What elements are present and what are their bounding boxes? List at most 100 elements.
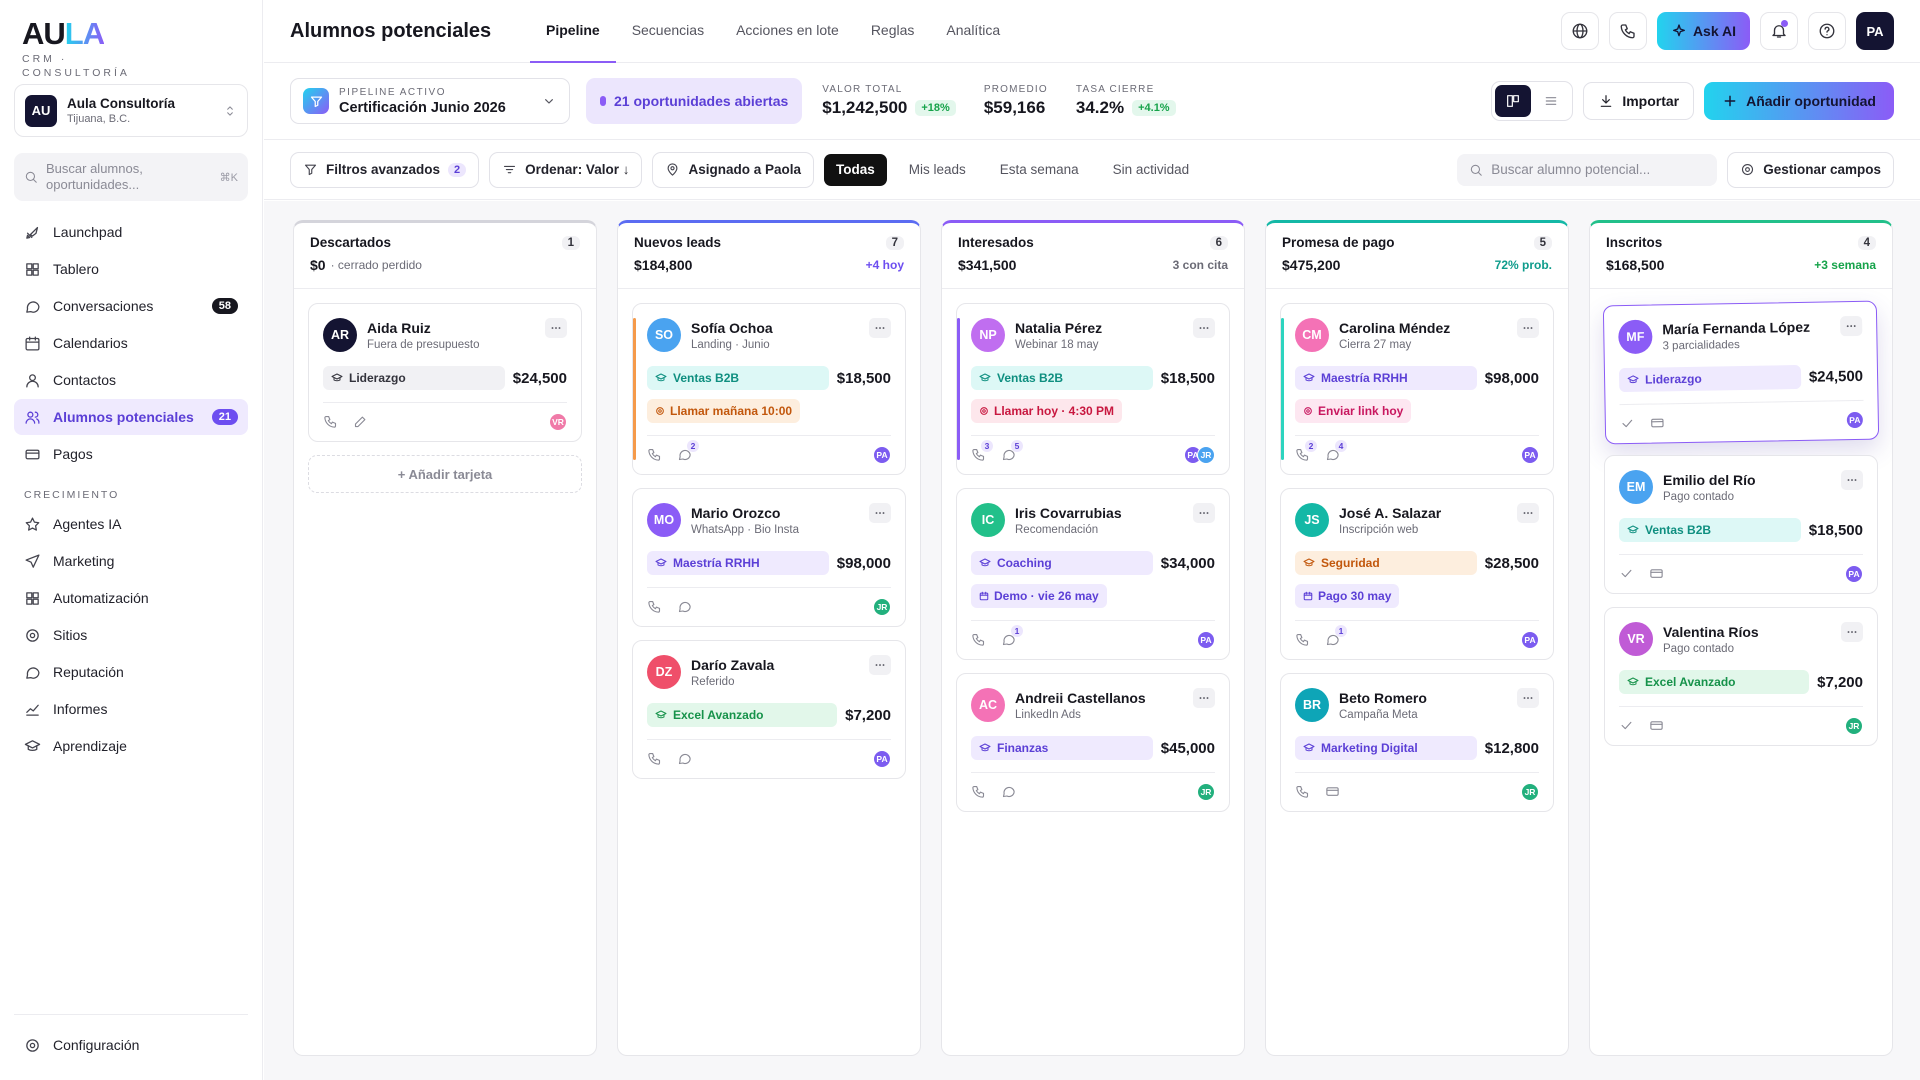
icon-button[interactable]	[1560, 12, 1599, 50]
footer-action[interactable]	[971, 632, 987, 648]
lead-card[interactable]: SO Sofía Ochoa Landing · Junio Ventas B2B $1…	[632, 303, 906, 475]
nav-item[interactable]: Launchpad	[14, 214, 248, 250]
nav-item[interactable]: Configuración	[14, 1027, 248, 1063]
footer-action[interactable]	[1295, 784, 1311, 800]
card-menu[interactable]	[1193, 318, 1215, 338]
lead-card[interactable]: MF María Fernanda López 3 parcialidades Lid…	[1602, 300, 1880, 445]
lead-card[interactable]: AC Andreii Castellanos LinkedIn Ads Finanza…	[956, 673, 1230, 812]
nav-item[interactable]: Reputación	[14, 654, 248, 690]
lead-card[interactable]: AR Aida Ruiz Fuera de presupuesto Liderazgo…	[308, 303, 582, 442]
nav-item[interactable]: Tablero	[14, 251, 248, 287]
footer-action[interactable]	[1619, 566, 1635, 582]
footer-action[interactable]	[971, 784, 987, 800]
lead-card[interactable]: NP Natalia Pérez Webinar 18 may Ventas B2B $…	[956, 303, 1230, 475]
manage-fields[interactable]: Gestionar campos	[1727, 151, 1894, 188]
tab[interactable]: Analítica	[946, 22, 1001, 38]
icon-button[interactable]	[1608, 12, 1647, 50]
footer-action[interactable]	[677, 751, 693, 767]
ask-ai-button[interactable]: Ask AI	[1656, 12, 1750, 50]
card-menu[interactable]	[1840, 315, 1863, 337]
advanced-filters[interactable]: Filtros avanzados 2	[290, 151, 480, 188]
lead-card[interactable]: VR Valentina Ríos Pago contado Excel Avanza…	[1604, 607, 1878, 746]
card-menu[interactable]	[1841, 470, 1863, 490]
footer-action[interactable]	[677, 599, 693, 615]
assigned-filter[interactable]: Asignado a Paola	[652, 151, 814, 188]
card-menu[interactable]	[869, 655, 891, 675]
nav-item[interactable]: Marketing	[14, 543, 248, 579]
import-button[interactable]: Importar	[1583, 82, 1695, 120]
card-menu[interactable]	[1193, 503, 1215, 523]
footer-action[interactable]	[1650, 415, 1666, 431]
icon-shape	[1303, 743, 1315, 750]
pipeline-selector[interactable]: PIPELINE ACTIVO Certificación Junio 2026	[290, 78, 570, 124]
lead-name: Aida Ruiz	[367, 319, 431, 336]
lead-card[interactable]: EM Emilio del Río Pago contado Ventas B2B $1…	[1604, 455, 1878, 594]
view-list[interactable]	[1533, 85, 1569, 117]
quick-filter[interactable]: Esta semana	[999, 162, 1079, 177]
card-menu[interactable]	[1193, 688, 1215, 708]
card-menu[interactable]	[869, 318, 891, 338]
icon-button[interactable]	[1808, 12, 1846, 50]
tab[interactable]: Secuencias	[631, 22, 705, 38]
icon-button[interactable]	[1760, 12, 1798, 50]
sort-button[interactable]: Ordenar: Valor ↓	[489, 151, 643, 188]
lead-search[interactable]: Buscar alumno potencial...	[1457, 153, 1718, 186]
tab[interactable]: Pipeline	[530, 0, 616, 63]
sidebar-search[interactable]: Buscar alumnos, oportunidades... ⌘K	[14, 153, 248, 201]
view-board[interactable]	[1495, 85, 1532, 117]
footer-action[interactable]: 1	[1001, 625, 1023, 648]
nav-item[interactable]: Conversaciones 58	[14, 288, 248, 324]
chat-icon	[678, 601, 691, 613]
footer-action[interactable]: 5	[1001, 440, 1023, 463]
quick-filter[interactable]: Sin actividad	[1112, 162, 1190, 177]
lead-card[interactable]: DZ Darío Zavala Referido Excel Avanzado $7,2…	[632, 640, 906, 779]
footer-action[interactable]	[647, 751, 663, 767]
card-menu[interactable]	[869, 503, 891, 523]
quick-filter[interactable]: Mis leads	[908, 162, 966, 177]
nav-item[interactable]: Calendarios	[14, 325, 248, 361]
lead-card[interactable]: CM Carolina Méndez Cierra 27 may Maestría R…	[1280, 303, 1554, 475]
footer-action[interactable]	[1325, 784, 1341, 800]
card-menu[interactable]	[1517, 318, 1539, 338]
footer-action[interactable]: 3	[971, 440, 993, 463]
footer-action[interactable]	[323, 414, 339, 430]
nav-item[interactable]: Informes	[14, 691, 248, 727]
nav-item[interactable]: Automatización	[14, 580, 248, 616]
tab[interactable]: Acciones en lote	[736, 22, 839, 38]
card-menu[interactable]	[1841, 622, 1863, 642]
stat-value: $1,242,500	[822, 98, 908, 117]
card-menu[interactable]	[1517, 688, 1539, 708]
footer-action[interactable]	[1620, 416, 1636, 432]
user-avatar[interactable]: PA	[1856, 12, 1894, 50]
lead-card[interactable]: MO Mario Orozco WhatsApp · Bio Insta Maestr…	[632, 488, 906, 627]
footer-action[interactable]: 2	[677, 440, 699, 463]
footer-action[interactable]	[1001, 784, 1017, 800]
footer-action[interactable]	[1295, 632, 1311, 648]
nav-item[interactable]: Pagos	[14, 436, 248, 472]
workspace-switcher[interactable]: AU Aula Consultoría Tijuana, B.C.	[14, 84, 248, 137]
tab[interactable]: Reglas	[870, 22, 915, 38]
add-card[interactable]: + Añadir tarjeta	[308, 455, 582, 493]
nav-item[interactable]: Alumnos potenciales 21	[14, 399, 248, 435]
nav-item[interactable]: Contactos	[14, 362, 248, 398]
lead-card[interactable]: BR Beto Romero Campaña Meta Marketing Digit…	[1280, 673, 1554, 812]
footer-action[interactable]: 1	[1325, 625, 1347, 648]
card-menu[interactable]	[1517, 503, 1539, 523]
footer-action[interactable]	[1619, 718, 1635, 734]
card-menu[interactable]	[545, 318, 567, 338]
footer-action[interactable]	[1649, 718, 1665, 734]
add-button[interactable]: Añadir oportunidad	[1704, 82, 1894, 120]
footer-action[interactable]	[647, 599, 663, 615]
footer-action[interactable]: 4	[1325, 440, 1347, 463]
footer-action[interactable]	[353, 414, 369, 430]
pipeline-icon	[303, 88, 329, 114]
nav-item[interactable]: Agentes IA	[14, 506, 248, 542]
lead-card[interactable]: JS José A. Salazar Inscripción web Segurida…	[1280, 488, 1554, 660]
nav-item[interactable]: Sitios	[14, 617, 248, 653]
lead-card[interactable]: IC Iris Covarrubias Recomendación Coaching $…	[956, 488, 1230, 660]
nav-item[interactable]: Aprendizaje	[14, 728, 248, 764]
footer-action[interactable]: 2	[1295, 440, 1317, 463]
footer-action[interactable]	[647, 447, 663, 463]
footer-action[interactable]	[1649, 566, 1665, 582]
quick-filter[interactable]: Todas	[824, 153, 887, 186]
